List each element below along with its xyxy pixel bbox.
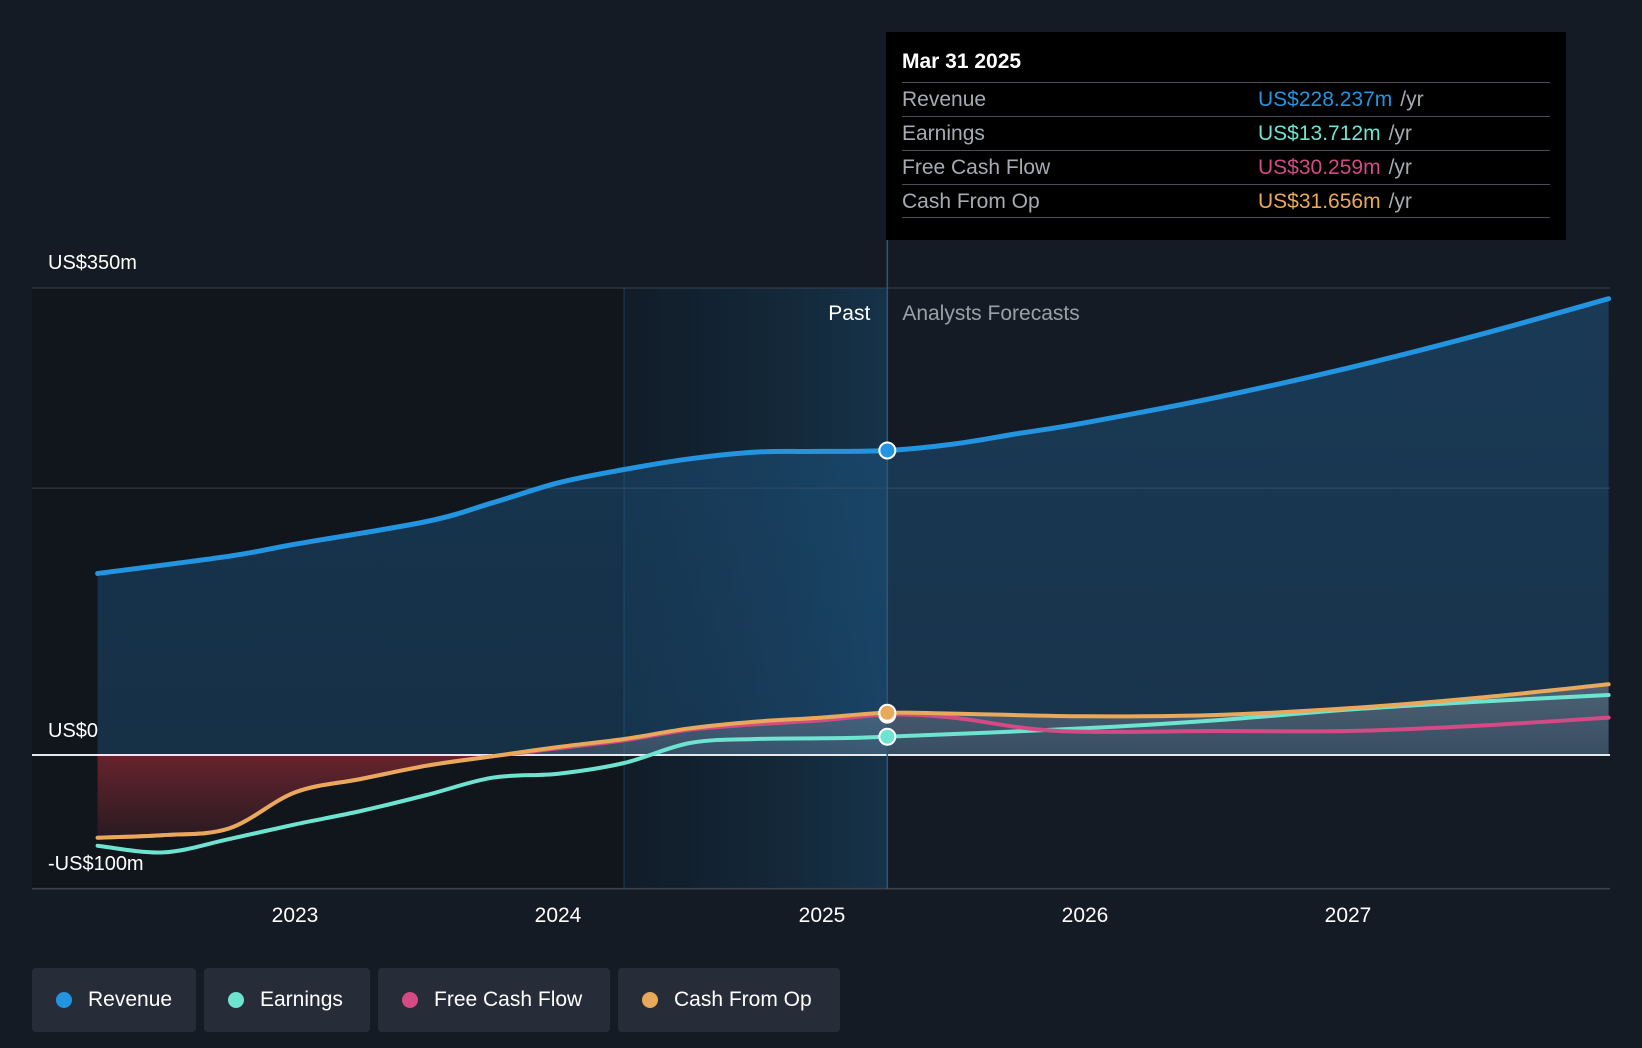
legend-label: Earnings [260, 988, 343, 1011]
positive-cashflow-area [97, 684, 1609, 755]
x-tick-label: 2025 [799, 904, 846, 927]
cash-from-op-marker [878, 703, 897, 722]
revenue-area [97, 298, 1609, 755]
tooltip-label: Free Cash Flow [902, 156, 1051, 179]
cash-from-op-line [95, 682, 1611, 840]
tooltip-unit: /yr [1400, 88, 1424, 111]
tooltip-value-wrap: US$31.656m/yr [1258, 190, 1412, 214]
tooltip-value: US$228.237m [1258, 88, 1393, 111]
legend-dot-icon [642, 992, 658, 1008]
y-label-bottom: -US$100m [48, 853, 144, 875]
x-tick-label: 2026 [1062, 904, 1109, 927]
tooltip-label: Revenue [902, 88, 987, 111]
tooltip-row-cfo: Cash From Op US$31.656m/yr [902, 184, 1550, 218]
legend-dot-icon [402, 992, 418, 1008]
hover-tooltip: Mar 31 2025 Revenue US$228.237m/yr Earni… [886, 32, 1566, 240]
tooltip-date: Mar 31 2025 [902, 50, 1022, 73]
tooltip-row-revenue: Revenue US$228.237m/yr [902, 82, 1550, 116]
earnings-line [95, 693, 1611, 855]
tooltip-label: Cash From Op [902, 190, 1040, 213]
tooltip-value-wrap: US$228.237m/yr [1258, 88, 1424, 112]
y-label-zero: US$0 [48, 720, 99, 742]
tooltip-unit: /yr [1388, 122, 1412, 145]
legend-label: Cash From Op [674, 988, 812, 1011]
revenue-line [95, 296, 1612, 576]
forecast-label: Analysts Forecasts [902, 302, 1079, 325]
tooltip-value-wrap: US$13.712m/yr [1258, 122, 1412, 146]
tooltip-value: US$30.259m [1258, 156, 1381, 179]
legend-item-free-cash-flow[interactable]: Free Cash Flow [378, 968, 610, 1032]
x-tick-label: 2027 [1325, 904, 1372, 927]
legend-item-cash-from-op[interactable]: Cash From Op [618, 968, 840, 1032]
legend-label: Revenue [88, 988, 173, 1011]
legend-dot-icon [228, 992, 244, 1008]
y-label-top: US$350m [48, 252, 137, 274]
revenue-marker [878, 441, 897, 460]
tooltip-label: Earnings [902, 122, 985, 145]
tooltip-value-wrap: US$30.259m/yr [1258, 156, 1412, 180]
legend-item-revenue[interactable]: Revenue [32, 968, 196, 1032]
x-tick-label: 2023 [272, 904, 319, 927]
legend-dot-icon [56, 992, 72, 1008]
tooltip-row-earnings: Earnings US$13.712m/yr [902, 116, 1550, 150]
legend-label: Free Cash Flow [434, 988, 583, 1011]
negative-cashflow-area [97, 755, 1609, 838]
tooltip-value: US$31.656m [1258, 190, 1381, 213]
past-label: Past [828, 302, 870, 325]
earnings-marker [878, 727, 897, 746]
tooltip-unit: /yr [1388, 190, 1412, 213]
legend-item-earnings[interactable]: Earnings [204, 968, 370, 1032]
x-tick-label: 2024 [535, 904, 582, 927]
tooltip-unit: /yr [1388, 156, 1412, 179]
tooltip-row-fcf: Free Cash Flow US$30.259m/yr [902, 150, 1550, 184]
tooltip-value: US$13.712m [1258, 122, 1381, 145]
